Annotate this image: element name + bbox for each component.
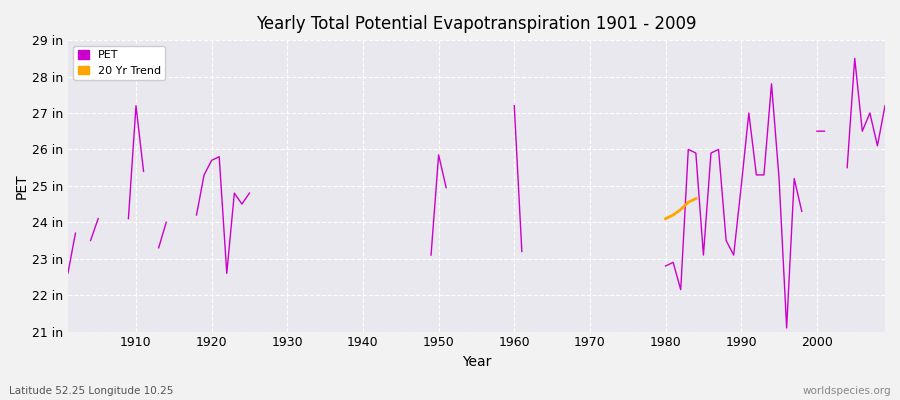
20 Yr Trend [668, 212, 679, 217]
X-axis label: Year: Year [462, 355, 491, 369]
PET [517, 249, 527, 254]
20 Yr Trend [661, 216, 671, 221]
PET [297, 278, 308, 283]
Line: PET: PET [68, 58, 885, 328]
Title: Yearly Total Potential Evapotranspiration 1901 - 2009: Yearly Total Potential Evapotranspiratio… [256, 15, 697, 33]
Y-axis label: PET: PET [15, 173, 29, 199]
Text: Latitude 52.25 Longitude 10.25: Latitude 52.25 Longitude 10.25 [9, 386, 174, 396]
20 Yr Trend [683, 200, 694, 205]
PET [130, 103, 141, 108]
Line: 20 Yr Trend: 20 Yr Trend [666, 198, 696, 219]
PET [508, 103, 519, 108]
20 Yr Trend [690, 196, 701, 201]
PET [62, 271, 73, 276]
Text: worldspecies.org: worldspecies.org [803, 386, 891, 396]
PET [879, 103, 890, 108]
20 Yr Trend [675, 207, 686, 212]
Legend: PET, 20 Yr Trend: PET, 20 Yr Trend [74, 46, 166, 80]
